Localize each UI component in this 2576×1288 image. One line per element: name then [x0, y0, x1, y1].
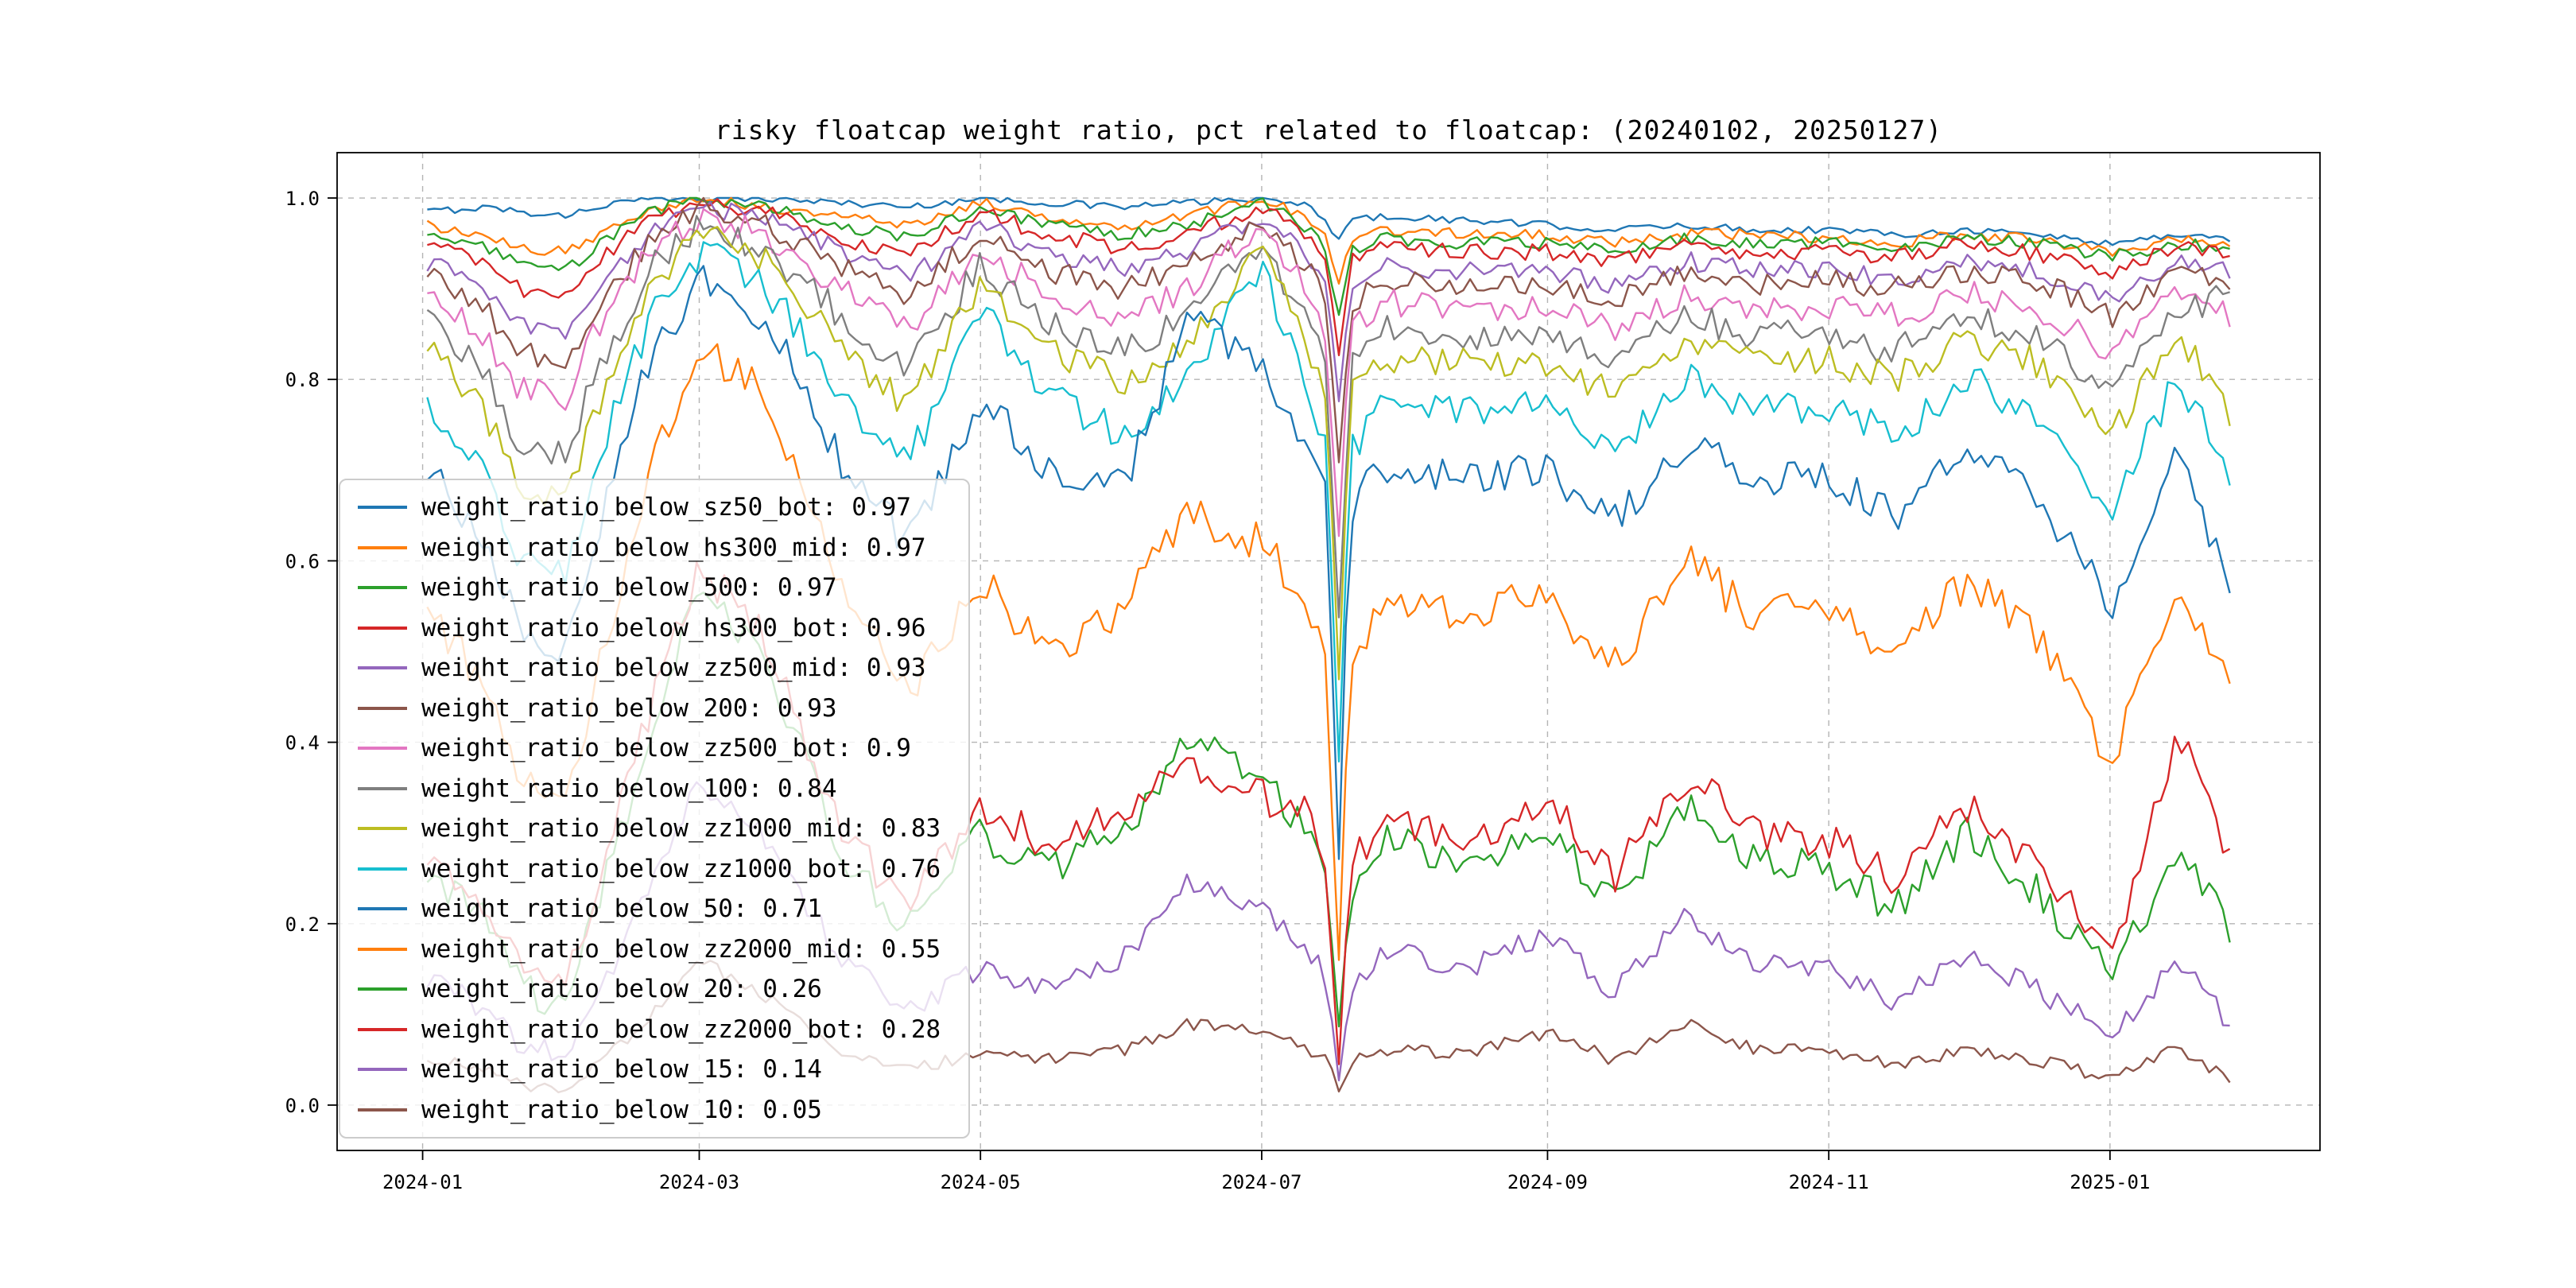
legend-label: weight_ratio_below_50: 0.71 — [421, 894, 822, 924]
legend-item: weight_ratio_below_zz2000_bot: 0.28 — [358, 1015, 951, 1044]
legend-line-sample-icon — [358, 626, 407, 630]
legend-line-sample-icon — [358, 907, 407, 911]
legend-line-sample-icon — [358, 1068, 407, 1072]
legend-label: weight_ratio_below_100: 0.84 — [421, 774, 837, 803]
legend-line-sample-icon — [358, 706, 407, 710]
legend: weight_ratio_below_sz50_bot: 0.97 weight_… — [339, 479, 970, 1139]
legend-line-sample-icon — [358, 786, 407, 790]
legend-item: weight_ratio_below_hs300_bot: 0.96 — [358, 614, 951, 642]
y-tick-label: 0.0 — [285, 1095, 320, 1117]
legend-line-sample-icon — [358, 506, 407, 509]
legend-item: weight_ratio_below_100: 0.84 — [358, 774, 951, 803]
series-line-weight_ratio_below_zz2000_mid — [426, 343, 2231, 961]
legend-line-sample-icon — [358, 987, 407, 991]
legend-label: weight_ratio_below_500: 0.97 — [421, 573, 837, 603]
legend-line-sample-icon — [358, 545, 407, 549]
x-tick-label: 2024-07 — [1221, 1171, 1302, 1193]
legend-label: weight_ratio_below_zz500_mid: 0.93 — [421, 654, 926, 683]
legend-item: weight_ratio_below_200: 0.93 — [358, 694, 951, 723]
series-line-weight_ratio_below_hs300_bot — [427, 198, 2230, 356]
legend-label: weight_ratio_below_15: 0.14 — [421, 1055, 822, 1084]
legend-item: weight_ratio_below_zz1000_mid: 0.83 — [358, 814, 951, 843]
legend-item: weight_ratio_below_sz50_bot: 0.97 — [358, 493, 951, 522]
series-line-weight_ratio_below_200 — [426, 196, 2231, 464]
legend-label: weight_ratio_below_sz50_bot: 0.97 — [421, 493, 911, 522]
legend-label: weight_ratio_below_200: 0.93 — [421, 693, 837, 723]
legend-item: weight_ratio_below_10: 0.05 — [358, 1096, 951, 1124]
series-line-weight_ratio_below_zz500_bot — [427, 208, 2231, 537]
y-tick-label: 0.4 — [285, 732, 320, 755]
legend-item: weight_ratio_below_50: 0.71 — [358, 894, 951, 923]
x-tick-label: 2024-01 — [382, 1171, 463, 1193]
series-line-weight_ratio_below_500 — [427, 196, 2230, 316]
legend-line-sample-icon — [358, 666, 407, 670]
legend-item: weight_ratio_below_zz500_mid: 0.93 — [358, 654, 951, 682]
x-tick-label: 2024-09 — [1507, 1171, 1588, 1193]
legend-label: weight_ratio_below_hs300_bot: 0.96 — [421, 613, 926, 642]
legend-line-sample-icon — [358, 947, 407, 951]
series-line-weight_ratio_below_zz1000_mid — [426, 226, 2231, 681]
legend-label: weight_ratio_below_10: 0.05 — [421, 1095, 822, 1124]
legend-line-sample-icon — [358, 867, 407, 871]
x-tick-label: 2025-01 — [2070, 1171, 2150, 1193]
series-line-weight_ratio_below_100 — [426, 215, 2230, 619]
y-tick-label: 0.6 — [285, 550, 320, 572]
legend-label: weight_ratio_below_zz2000_bot: 0.28 — [421, 1014, 941, 1044]
legend-item: weight_ratio_below_zz2000_mid: 0.55 — [358, 935, 951, 964]
legend-line-sample-icon — [358, 1027, 407, 1031]
series-line-weight_ratio_below_sz50_bot — [427, 196, 2231, 246]
legend-item: weight_ratio_below_hs300_mid: 0.97 — [358, 533, 951, 562]
legend-label: weight_ratio_below_hs300_mid: 0.97 — [421, 533, 926, 562]
legend-item: weight_ratio_below_zz500_bot: 0.9 — [358, 734, 951, 762]
series-line-weight_ratio_below_hs300_mid — [426, 196, 2231, 285]
series-line-weight_ratio_below_zz500_mid — [426, 201, 2231, 402]
legend-label: weight_ratio_below_20: 0.26 — [421, 975, 822, 1004]
y-tick-label: 0.8 — [285, 369, 320, 391]
legend-label: weight_ratio_below_zz1000_mid: 0.83 — [421, 814, 941, 844]
x-tick-label: 2024-03 — [659, 1171, 739, 1193]
x-tick-label: 2024-11 — [1789, 1171, 1869, 1193]
legend-line-sample-icon — [358, 1108, 407, 1111]
legend-line-sample-icon — [358, 827, 407, 831]
legend-line-sample-icon — [358, 747, 407, 751]
chart-title: risky floatcap weight ratio, pct related… — [714, 114, 1943, 145]
legend-line-sample-icon — [358, 586, 407, 590]
y-tick-label: 0.2 — [285, 914, 320, 936]
series-line-weight_ratio_below_50 — [426, 265, 2231, 860]
legend-item: weight_ratio_below_500: 0.97 — [358, 573, 951, 602]
legend-label: weight_ratio_below_zz2000_mid: 0.55 — [421, 934, 941, 964]
legend-item: weight_ratio_below_zz1000_bot: 0.76 — [358, 855, 951, 883]
x-tick-label: 2024-05 — [941, 1171, 1021, 1193]
legend-item: weight_ratio_below_15: 0.14 — [358, 1055, 951, 1084]
y-tick-label: 1.0 — [285, 188, 320, 210]
series-line-weight_ratio_below_zz1000_bot — [426, 241, 2231, 762]
legend-item: weight_ratio_below_20: 0.26 — [358, 975, 951, 1003]
legend-label: weight_ratio_below_zz1000_bot: 0.76 — [421, 854, 941, 883]
legend-label: weight_ratio_below_zz500_bot: 0.9 — [421, 734, 911, 763]
